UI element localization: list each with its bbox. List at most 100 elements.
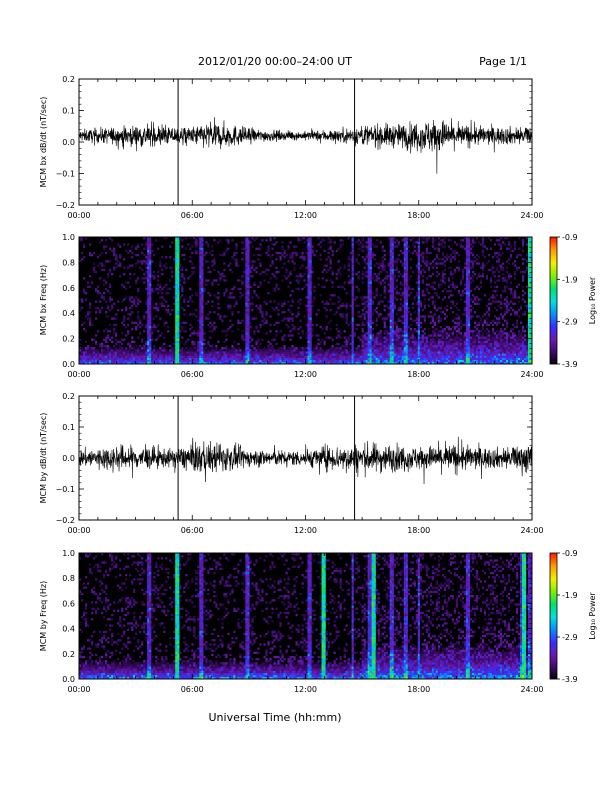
spectrogram-cell	[247, 325, 250, 329]
spectrogram-cell	[483, 349, 487, 352]
spectrogram-cell	[129, 344, 132, 348]
spectrogram-cell	[101, 353, 104, 356]
spectrogram-cell	[279, 258, 282, 261]
spectrogram-cell	[365, 351, 368, 354]
spectrogram-cell	[391, 264, 394, 267]
spectrogram-cell	[341, 355, 344, 358]
spectrogram-cell	[471, 245, 475, 248]
spectrogram-cell	[217, 292, 220, 295]
spectrogram-cell	[241, 359, 244, 363]
spectrogram-cell	[159, 285, 162, 288]
spectrogram-cell	[137, 336, 140, 339]
spectrogram-cell	[331, 344, 334, 348]
spectrogram-cell	[471, 279, 475, 282]
spectrogram-cell	[369, 317, 372, 320]
spectrogram-cell	[339, 332, 342, 335]
spectrogram-cell	[147, 245, 150, 248]
spectrogram-cell	[223, 268, 226, 272]
spectrogram-cell	[407, 353, 410, 356]
spectrogram-cell	[273, 308, 276, 312]
spectrogram-cell	[371, 332, 374, 335]
spectrogram-cell	[335, 323, 338, 327]
spectrogram-cell	[463, 347, 467, 350]
spectrogram-cell	[147, 355, 150, 358]
spectrogram-cell	[391, 342, 394, 346]
spectrogram-cell	[287, 351, 290, 354]
spectrogram-cell	[99, 277, 102, 280]
spectrogram-cell	[403, 319, 406, 322]
spectrogram-cell	[433, 304, 436, 308]
spectrogram-cell	[413, 361, 416, 364]
spectrogram-cell	[417, 328, 420, 331]
spectrogram-cell	[211, 355, 214, 358]
spectrogram-cell	[213, 258, 216, 261]
spectrogram-cell	[423, 361, 426, 364]
spectrogram-cell	[207, 349, 210, 352]
spectrogram-cell	[275, 270, 278, 274]
spectrogram-cell	[199, 258, 202, 261]
spectrogram-cell	[121, 347, 124, 350]
spectrogram-cell	[177, 247, 180, 250]
spectrogram-cell	[375, 361, 378, 364]
spectrogram-cell	[179, 283, 182, 286]
spectrogram-cell	[369, 306, 372, 310]
spectrogram-cell	[391, 347, 394, 350]
spectrogram-cell	[235, 355, 238, 358]
spectrogram-cell	[411, 355, 414, 358]
spectrogram-cell	[141, 347, 144, 350]
spectrogram-cell	[407, 342, 410, 346]
spectrogram-cell	[367, 328, 370, 331]
spectrogram-cell	[345, 306, 348, 310]
spectrogram-cell	[467, 249, 471, 253]
spectrogram-cell	[351, 313, 354, 316]
spectrogram-cell	[421, 260, 424, 263]
spectrogram-cell	[149, 249, 152, 253]
spectrogram-cell	[197, 355, 200, 358]
spectrogram-cell	[339, 349, 342, 352]
spectrogram-cell	[457, 317, 461, 320]
spectrogram-cell	[297, 306, 300, 310]
spectrogram-cell	[403, 302, 406, 305]
spectrogram-cell	[415, 349, 418, 352]
spectrogram-cell	[467, 344, 471, 348]
spectrogram-cell	[455, 266, 459, 269]
spectrogram-cell	[465, 251, 469, 255]
spectrogram-cell	[389, 332, 392, 335]
spectrogram-cell	[217, 296, 220, 299]
spectrogram-cell	[269, 353, 272, 356]
spectrogram-cell	[133, 302, 136, 305]
spectrogram-cell	[81, 355, 84, 358]
spectrogram-cell	[375, 317, 378, 320]
spectrogram-cell	[231, 270, 234, 274]
spectrogram-cell	[403, 253, 406, 257]
spectrogram-cell	[287, 349, 290, 352]
spectrogram-cell	[99, 292, 102, 295]
spectrogram-cell	[227, 353, 230, 356]
spectrogram-cell	[341, 304, 344, 308]
spectrogram-cell	[79, 237, 82, 240]
spectrogram-cell	[327, 351, 330, 354]
spectrogram-cell	[137, 355, 140, 358]
spectrogram-cell	[91, 349, 94, 352]
spectrogram-cell	[365, 304, 368, 308]
spectrogram-cell	[245, 353, 248, 356]
spectrogram-cell	[309, 296, 312, 299]
spectrogram-cell	[147, 279, 150, 282]
spectrogram-cell	[157, 351, 160, 354]
spectrogram-cell	[231, 347, 234, 350]
spectrogram-cell	[427, 237, 430, 240]
spectrogram-cell	[193, 340, 196, 344]
spectrogram-cell	[405, 266, 408, 269]
spectrogram-cell	[437, 330, 440, 333]
spectrogram-cell	[369, 239, 372, 242]
spectrogram-cell	[417, 323, 420, 327]
spectrogram-cell	[117, 353, 120, 356]
spectrogram-cell	[169, 353, 172, 356]
spectrogram-cell	[389, 357, 392, 360]
spectrogram-cell	[85, 359, 88, 363]
spectrogram-cell	[93, 359, 96, 363]
spectrogram-cell	[309, 304, 312, 308]
spectrogram-cell	[471, 270, 475, 274]
spectrogram-cell	[123, 338, 126, 341]
spectrogram-cell	[319, 342, 322, 346]
